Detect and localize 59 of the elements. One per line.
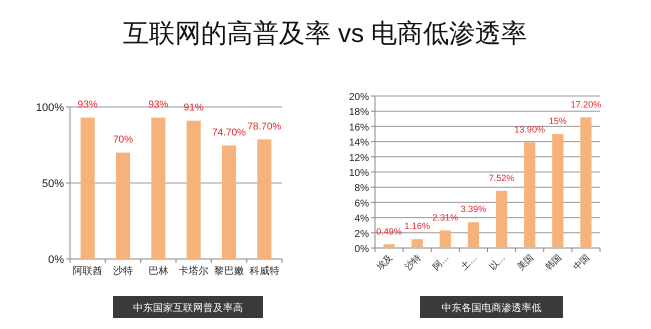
y-tick-label: 0%: [48, 254, 64, 266]
x-tick-label: 阿…: [430, 252, 451, 272]
data-label: 17.20%: [570, 99, 602, 110]
bar: [580, 117, 592, 248]
bar: [257, 139, 272, 259]
x-tick-label: 以…: [487, 252, 507, 272]
data-label: 2.31%: [432, 212, 458, 222]
data-label: 70%: [112, 134, 134, 146]
bar: [468, 222, 480, 248]
y-tick-label: 16%: [348, 122, 370, 134]
x-tick-label: 黎巴嫩: [214, 265, 244, 277]
x-tick-label: 韩国: [543, 252, 564, 272]
x-tick-label: 中国: [572, 252, 592, 272]
y-tick-label: 20%: [348, 92, 370, 103]
text: 中东国家互联网普及率高: [133, 302, 243, 314]
bar: [524, 142, 536, 248]
y-tick-label: 6%: [354, 198, 370, 210]
bar: [412, 239, 423, 248]
x-tick-label: 卡塔尔: [178, 265, 209, 277]
x-tick-label: 土…: [459, 252, 479, 272]
data-label: 3.39%: [460, 204, 486, 214]
x-tick-label: 美国: [515, 252, 536, 272]
data-label: 0.49%: [376, 226, 402, 236]
x-tick-label: 巴林: [148, 265, 168, 277]
y-tick-label: 12%: [348, 152, 370, 164]
bar: [186, 120, 201, 259]
data-label: 74.70%: [212, 127, 246, 138]
x-tick-label: 埃及: [374, 252, 394, 273]
bar: [552, 134, 564, 248]
bar: [151, 118, 166, 259]
y-tick-label: 18%: [348, 107, 370, 118]
y-tick-label: 2%: [354, 228, 370, 240]
y-tick-label: 4%: [354, 214, 370, 225]
bar: [496, 190, 508, 248]
data-label: 1.16%: [404, 221, 430, 232]
text: 中东各国电商渗透率低: [442, 302, 542, 314]
bar: [440, 230, 451, 248]
bar: [383, 244, 395, 248]
x-tick-label: 阿联酋: [72, 265, 103, 277]
y-tick-label: 0%: [354, 244, 370, 255]
data-label: 15%: [548, 116, 567, 126]
data-label: 93%: [148, 100, 168, 111]
data-label: 93%: [78, 100, 98, 111]
data-label: 91%: [184, 102, 204, 114]
y-tick-label: 8%: [354, 183, 370, 194]
chart-title: 互联网的高普及率 vs 电商低渗透率: [122, 18, 528, 48]
y-tick-label: 14%: [348, 138, 370, 149]
bar: [222, 145, 236, 259]
data-label: 7.52%: [488, 172, 514, 183]
x-tick-label: 沙特: [113, 265, 133, 277]
x-tick-label: 科威特: [249, 265, 280, 277]
y-tick-label: 10%: [348, 168, 370, 179]
data-label: 78.70%: [247, 121, 282, 132]
x-tick-label: 沙特: [402, 252, 423, 272]
bar: [116, 152, 130, 259]
y-tick-label: 50%: [42, 178, 64, 190]
y-tick-label: 100%: [36, 102, 64, 114]
bar: [80, 118, 95, 259]
data-label: 13.90%: [514, 124, 545, 134]
